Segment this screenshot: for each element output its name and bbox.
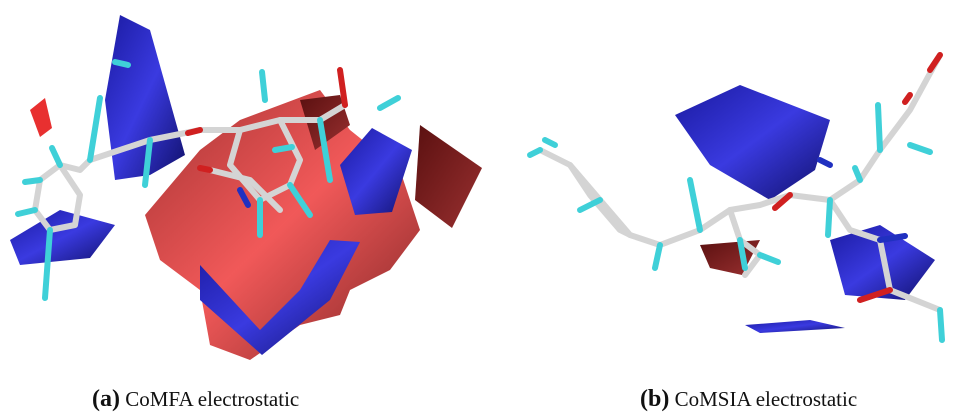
panel-a-image <box>10 15 482 360</box>
caption-text: CoMSIA electrostatic <box>675 387 858 411</box>
panel-b-caption: (b) CoMSIA electrostatic <box>640 386 857 412</box>
figure: (a) CoMFA electrostatic (b) CoMSIA elect… <box>0 0 953 416</box>
panel-label: (a) <box>92 386 120 412</box>
caption-text: CoMFA electrostatic <box>125 387 299 411</box>
panel-a-caption: (a) CoMFA electrostatic <box>92 386 299 412</box>
panel-b-image <box>530 55 942 340</box>
panel-label: (b) <box>640 386 669 412</box>
